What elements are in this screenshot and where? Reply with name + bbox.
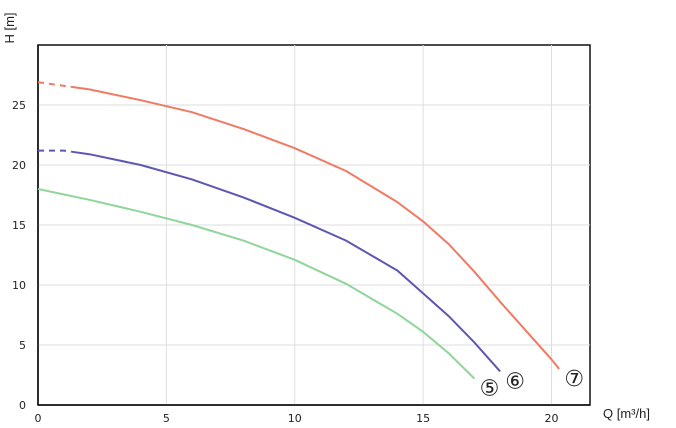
series-label: ⑤ [480,377,500,402]
x-tick-label: 10 [288,412,302,425]
y-tick-label: 20 [12,159,26,172]
series-line-dashed [38,149,72,153]
y-tick-label: 15 [12,219,26,232]
y-tick-label: 5 [19,339,26,352]
series-line [71,85,560,370]
axes [37,45,590,406]
y-tick-label: 10 [12,279,26,292]
series-line-dashed [37,81,72,88]
x-tick-label: 0 [35,412,42,425]
series-line [71,150,501,373]
series-lines [37,81,560,380]
y-tick-label: 25 [12,99,26,112]
y-axis-title: H [m] [2,12,17,43]
series-label: ⑦ [564,367,584,392]
tick-labels: 0 5 10 15 20 0 5 10 15 20 25 [12,99,558,425]
x-axis-title: Q [m³/h] [603,406,650,421]
series-label: ⑥ [505,369,525,394]
x-tick-label: 15 [416,412,430,425]
y-tick-label: 0 [19,399,26,412]
x-tick-label: 5 [163,412,170,425]
x-tick-label: 20 [544,412,558,425]
series-line [37,188,476,380]
